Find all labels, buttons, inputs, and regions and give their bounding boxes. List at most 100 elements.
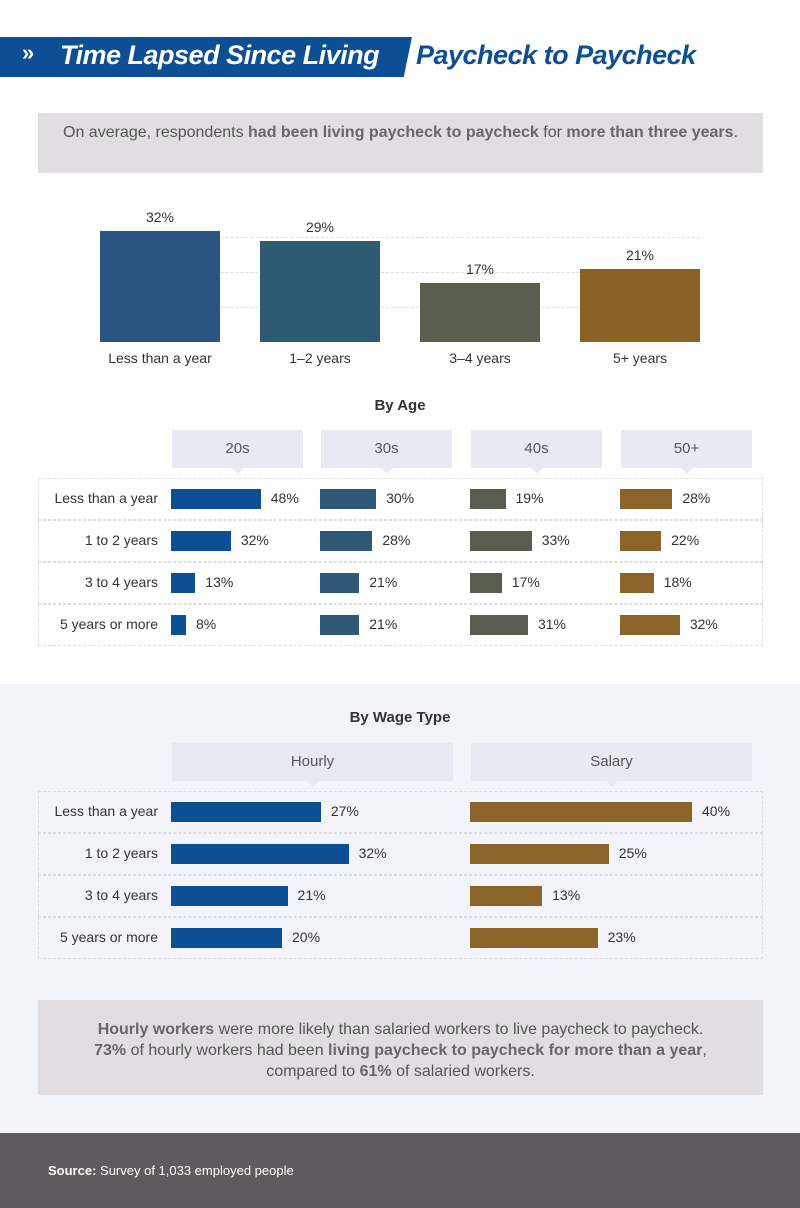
bar <box>580 269 700 342</box>
header-pointer <box>380 468 393 474</box>
bar <box>470 489 506 509</box>
bar <box>171 531 231 551</box>
data-label: 40% <box>702 803 731 819</box>
data-label: 19% <box>515 490 544 506</box>
bar <box>620 573 654 593</box>
text: On average, respondents <box>63 124 249 141</box>
text: living paycheck to paycheck for more tha… <box>328 1042 703 1059</box>
data-label: 32% <box>145 208 175 225</box>
summary-callout: On average, respondents had been living … <box>38 113 763 173</box>
header-pointer <box>605 781 618 787</box>
data-label: 13% <box>205 574 234 590</box>
bar <box>470 844 609 864</box>
bar <box>320 573 360 593</box>
table-row <box>38 791 763 833</box>
data-label: 21% <box>369 616 398 632</box>
gridline <box>100 307 700 308</box>
bar <box>260 241 380 342</box>
bar <box>620 531 662 551</box>
bar <box>320 489 377 509</box>
footer: Source: Survey of 1,033 employed people <box>0 1133 800 1208</box>
text: more than three years <box>566 124 734 141</box>
column-header: 50+ <box>621 430 752 468</box>
data-label: 20% <box>292 929 321 945</box>
row-label: 5 years or more <box>59 616 158 632</box>
header-pointer <box>306 781 319 787</box>
category-label: Less than a year <box>108 350 212 366</box>
bar <box>171 573 196 593</box>
bar <box>171 844 349 864</box>
row-label: Less than a year <box>54 490 158 506</box>
data-label: 8% <box>195 616 217 632</box>
wage-callout: Hourly workers were more likely than sal… <box>38 1000 763 1095</box>
text: 61% <box>359 1063 392 1080</box>
table-row <box>38 520 763 562</box>
data-label: 18% <box>663 574 692 590</box>
data-label: 31% <box>537 616 566 632</box>
header-pointer <box>680 468 693 474</box>
data-label: 22% <box>671 532 700 548</box>
table-row <box>38 875 763 917</box>
data-label: 28% <box>382 532 411 548</box>
data-label: 21% <box>625 247 655 264</box>
bar <box>470 573 502 593</box>
column-header: Salary <box>471 743 752 781</box>
gridline <box>100 237 700 238</box>
table-row <box>38 478 763 520</box>
data-label: 48% <box>270 490 299 506</box>
bar <box>320 531 373 551</box>
category-label: 5+ years <box>612 350 668 366</box>
column-header: Hourly <box>172 743 453 781</box>
row-label: 5 years or more <box>59 929 158 945</box>
row-label: 1 to 2 years <box>84 532 158 548</box>
gridline <box>100 272 700 273</box>
category-label: 1–2 years <box>289 350 351 366</box>
bar <box>470 886 543 906</box>
text: Hourly workers <box>97 1021 215 1038</box>
bar <box>171 886 288 906</box>
data-label: 33% <box>541 532 570 548</box>
data-label: 27% <box>330 803 359 819</box>
bar <box>171 489 261 509</box>
bar <box>171 928 282 948</box>
text: were more likely than salaried workers t… <box>214 1021 704 1038</box>
row-label: 1 to 2 years <box>84 845 158 861</box>
row-label: Less than a year <box>54 803 158 819</box>
by-age-title: By Age <box>374 397 426 414</box>
category-label: 3–4 years <box>449 350 511 366</box>
bar <box>620 489 673 509</box>
bar <box>100 230 220 342</box>
text: . <box>733 124 738 141</box>
text: 73% <box>94 1042 127 1059</box>
bar <box>420 283 540 342</box>
bar <box>320 615 360 635</box>
table-row <box>38 833 763 875</box>
table-row <box>38 917 763 959</box>
bar <box>171 615 186 635</box>
text: had been living paycheck to paycheck <box>248 124 539 141</box>
bar <box>620 615 680 635</box>
table-row <box>38 562 763 604</box>
double-chevron-right-icon: » <box>22 40 35 65</box>
row-label: 3 to 4 years <box>84 887 158 903</box>
data-label: 29% <box>305 219 335 236</box>
bar <box>470 802 692 822</box>
source-label: Source: <box>48 1163 97 1178</box>
text: for <box>538 124 567 141</box>
bar <box>470 615 528 635</box>
by-wage-title: By Wage Type <box>349 709 451 726</box>
source-text: Survey of 1,033 employed people <box>96 1163 294 1178</box>
data-label: 23% <box>607 929 636 945</box>
table-row <box>38 604 763 646</box>
bar <box>171 802 321 822</box>
header-pointer <box>231 468 244 474</box>
data-label: 30% <box>386 490 415 506</box>
data-label: 17% <box>465 261 495 277</box>
data-label: 28% <box>682 490 711 506</box>
text: of salaried workers. <box>391 1063 535 1080</box>
data-label: 32% <box>358 845 387 861</box>
data-label: 21% <box>297 887 326 903</box>
data-label: 21% <box>369 574 398 590</box>
page-title-part1: Time Lapsed Since Living <box>60 40 380 70</box>
row-label: 3 to 4 years <box>84 574 158 590</box>
